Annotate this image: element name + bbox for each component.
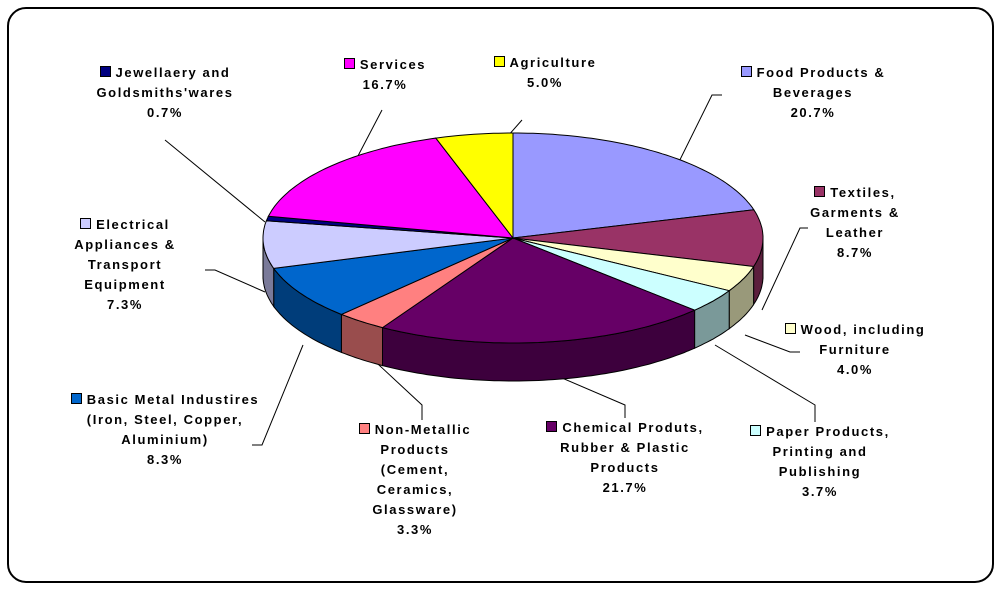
data-label: Food Products & Beverages 20.7%	[726, 63, 901, 123]
category-label: Services	[359, 57, 427, 72]
legend-swatch	[546, 421, 558, 432]
data-label: Agriculture 5.0%	[485, 53, 605, 93]
leader-line	[547, 371, 626, 418]
category-label: Chemical Produts, Rubber & Plastic Produ…	[560, 420, 704, 475]
leader-line	[714, 344, 816, 422]
category-label: Paper Products, Printing and Publishing	[766, 424, 890, 479]
data-label: Basic Metal Industires (Iron, Steel, Cop…	[68, 390, 263, 470]
legend-swatch	[814, 186, 826, 197]
category-label: Jewellaery and Goldsmiths'wares	[96, 65, 234, 100]
value-label: 21.7%	[602, 480, 648, 495]
pie-slice	[381, 237, 696, 344]
pie-slice	[262, 220, 514, 269]
pie-slice	[512, 237, 731, 311]
category-label: Non-Metallic Products (Cement, Ceramics,…	[372, 422, 472, 517]
legend-swatch	[740, 66, 752, 77]
leader-line	[164, 139, 266, 223]
pie-slice	[512, 132, 755, 239]
category-label: Wood, including Furniture	[800, 322, 926, 357]
category-label: Electrical Appliances & Transport Equipm…	[74, 217, 176, 292]
leader-line	[664, 94, 722, 191]
leader-line	[761, 227, 808, 311]
value-label: 8.7%	[836, 245, 874, 260]
leader-line	[364, 351, 423, 420]
value-label: 3.7%	[801, 484, 839, 499]
data-label: Electrical Appliances & Transport Equipm…	[53, 215, 198, 315]
data-label: Wood, including Furniture 4.0%	[775, 320, 935, 380]
data-label: Services 16.7%	[330, 55, 440, 95]
pie-slice	[512, 237, 755, 292]
leader-line	[252, 344, 304, 446]
pie-slice	[272, 237, 514, 315]
legend-swatch	[80, 218, 92, 229]
legend-swatch	[70, 393, 82, 404]
leader-line	[205, 269, 266, 293]
pie-slice	[512, 209, 764, 268]
data-label: Non-Metallic Products (Cement, Ceramics,…	[345, 420, 485, 540]
value-label: 7.3%	[106, 297, 144, 312]
value-label: 8.3%	[146, 452, 184, 467]
legend-swatch	[493, 56, 505, 67]
pie-slice	[340, 237, 514, 329]
pie-slice	[434, 132, 514, 240]
category-label: Basic Metal Industires (Iron, Steel, Cop…	[86, 392, 260, 447]
data-label: Paper Products, Printing and Publishing 3…	[733, 422, 908, 502]
value-label: 4.0%	[836, 362, 874, 377]
pie-tops	[262, 132, 764, 344]
pie-slice	[267, 137, 515, 239]
value-label: 16.7%	[362, 77, 408, 92]
legend-swatch	[784, 323, 796, 334]
leader-line	[744, 334, 800, 353]
value-label: 3.3%	[396, 522, 434, 537]
category-label: Textiles, Garments & Leather	[810, 185, 900, 240]
legend-swatch	[99, 66, 111, 77]
data-label: Jewellaery and Goldsmiths'wares 0.7%	[68, 63, 263, 123]
category-label: Food Products & Beverages	[756, 65, 886, 100]
legend-swatch	[358, 423, 370, 434]
legend-swatch	[343, 58, 355, 69]
data-label: Chemical Produts, Rubber & Plastic Produ…	[535, 418, 715, 498]
value-label: 5.0%	[526, 75, 564, 90]
value-label: 20.7%	[790, 105, 836, 120]
data-label: Textiles, Garments & Leather 8.7%	[795, 183, 915, 263]
category-label: Agriculture	[509, 55, 597, 70]
value-label: 0.7%	[146, 105, 184, 120]
legend-swatch	[750, 425, 762, 436]
